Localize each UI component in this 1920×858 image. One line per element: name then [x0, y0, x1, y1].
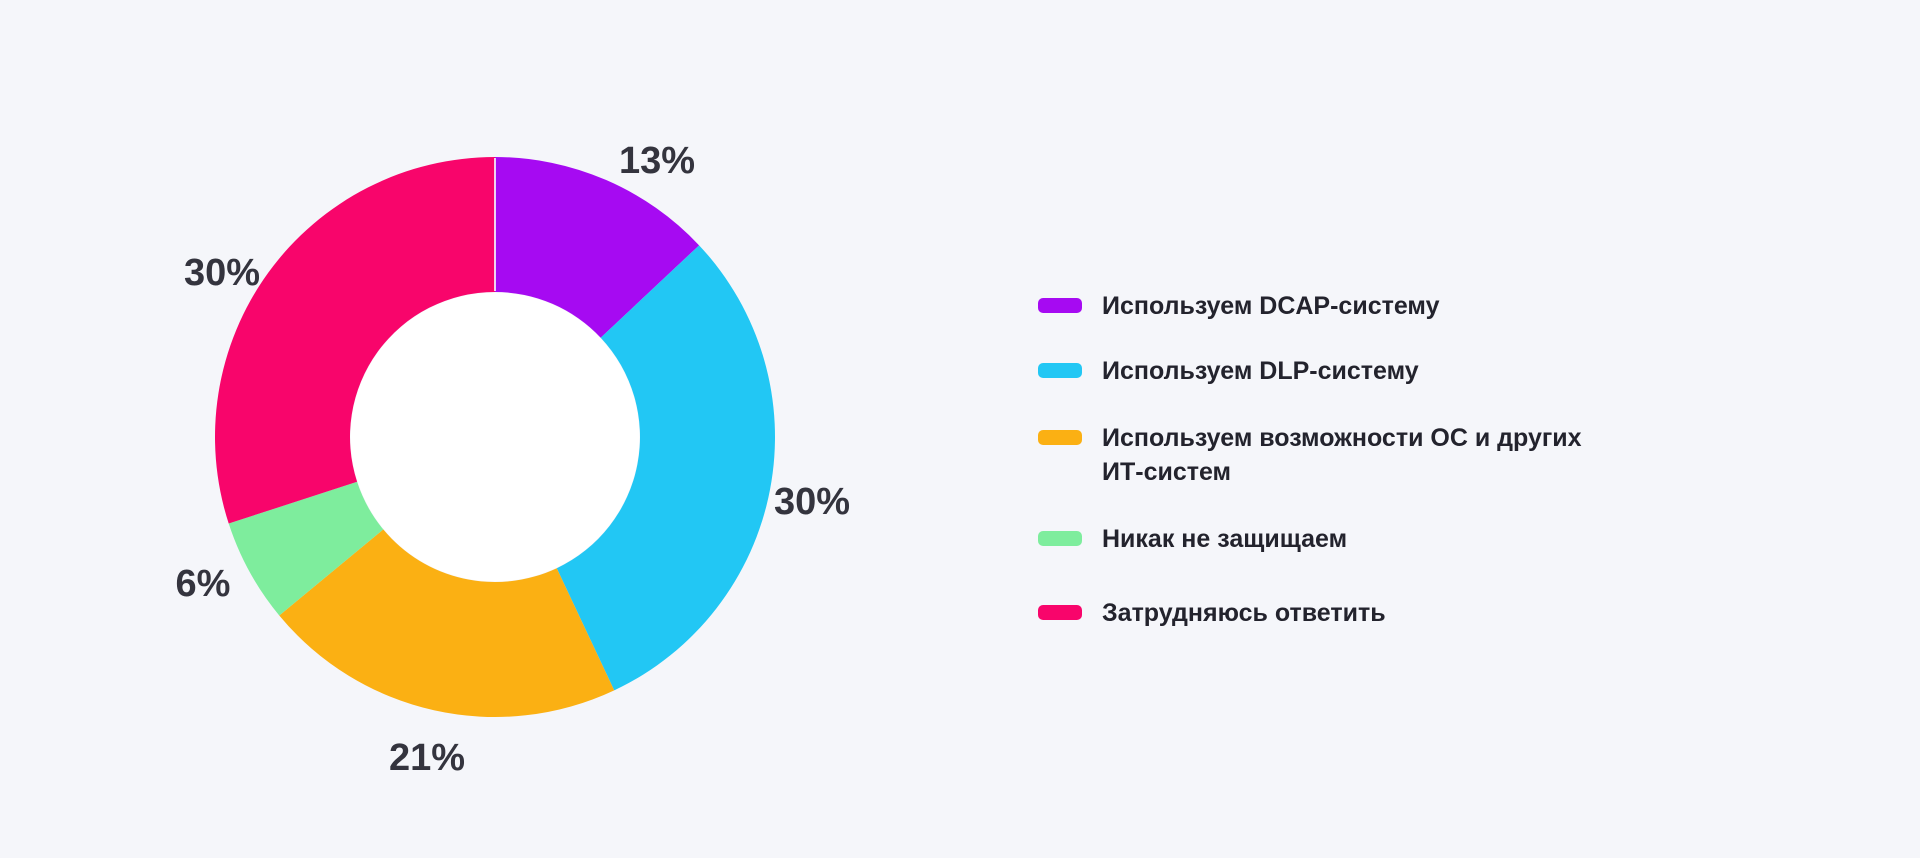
legend-label-dcap: Используем DCAP-систему	[1102, 289, 1440, 323]
slice-pct-label-3: 21%	[389, 737, 465, 779]
legend-label-line: Затрудняюсь ответить	[1102, 599, 1386, 627]
donut-hole	[350, 292, 640, 582]
legend-label-no-protection: Никак не защищаем	[1102, 522, 1347, 556]
chart-legend: Используем DCAP-систему Используем DLP-с…	[1038, 0, 1698, 858]
legend-label-line: Используем возможности ОС и других	[1102, 424, 1582, 452]
donut-slice-5	[214, 157, 495, 524]
legend-label-line: Никак не защищаем	[1102, 525, 1348, 553]
slice-pct-label-1: 13%	[619, 140, 695, 182]
legend-label-hard-to-answer: Затрудняюсь ответить	[1102, 596, 1386, 630]
legend-item-dlp: Используем DLP-систему	[1038, 354, 1419, 388]
slice-pct-label-2: 30%	[774, 481, 850, 523]
slice-pct-label-4: 6%	[176, 563, 231, 605]
donut-slice-4	[228, 481, 384, 616]
donut-slice-1	[495, 157, 700, 338]
legend-item-os-tools: Используем возможности ОС и других ИТ-си…	[1038, 421, 1582, 489]
legend-swatch-hard-to-answer	[1038, 605, 1082, 620]
legend-swatch-no-protection	[1038, 531, 1082, 546]
donut-slice-3	[279, 529, 615, 717]
legend-label-line: ИТ-систем	[1102, 458, 1232, 486]
legend-label-os-tools: Используем возможности ОС и других ИТ-си…	[1102, 421, 1582, 489]
legend-swatch-os-tools	[1038, 430, 1082, 445]
legend-label-dlp: Используем DLP-систему	[1102, 354, 1419, 388]
slice-pct-label-5: 30%	[184, 252, 260, 294]
legend-item-hard-to-answer: Затрудняюсь ответить	[1038, 596, 1386, 630]
legend-item-dcap: Используем DCAP-систему	[1038, 289, 1440, 323]
legend-label-line: Используем DLP-систему	[1102, 357, 1419, 385]
donut-slice-2	[556, 245, 775, 691]
legend-swatch-dlp	[1038, 363, 1082, 378]
legend-swatch-dcap	[1038, 298, 1082, 313]
legend-label-line: Используем DCAP-систему	[1102, 292, 1440, 320]
legend-item-no-protection: Никак не защищаем	[1038, 522, 1347, 556]
